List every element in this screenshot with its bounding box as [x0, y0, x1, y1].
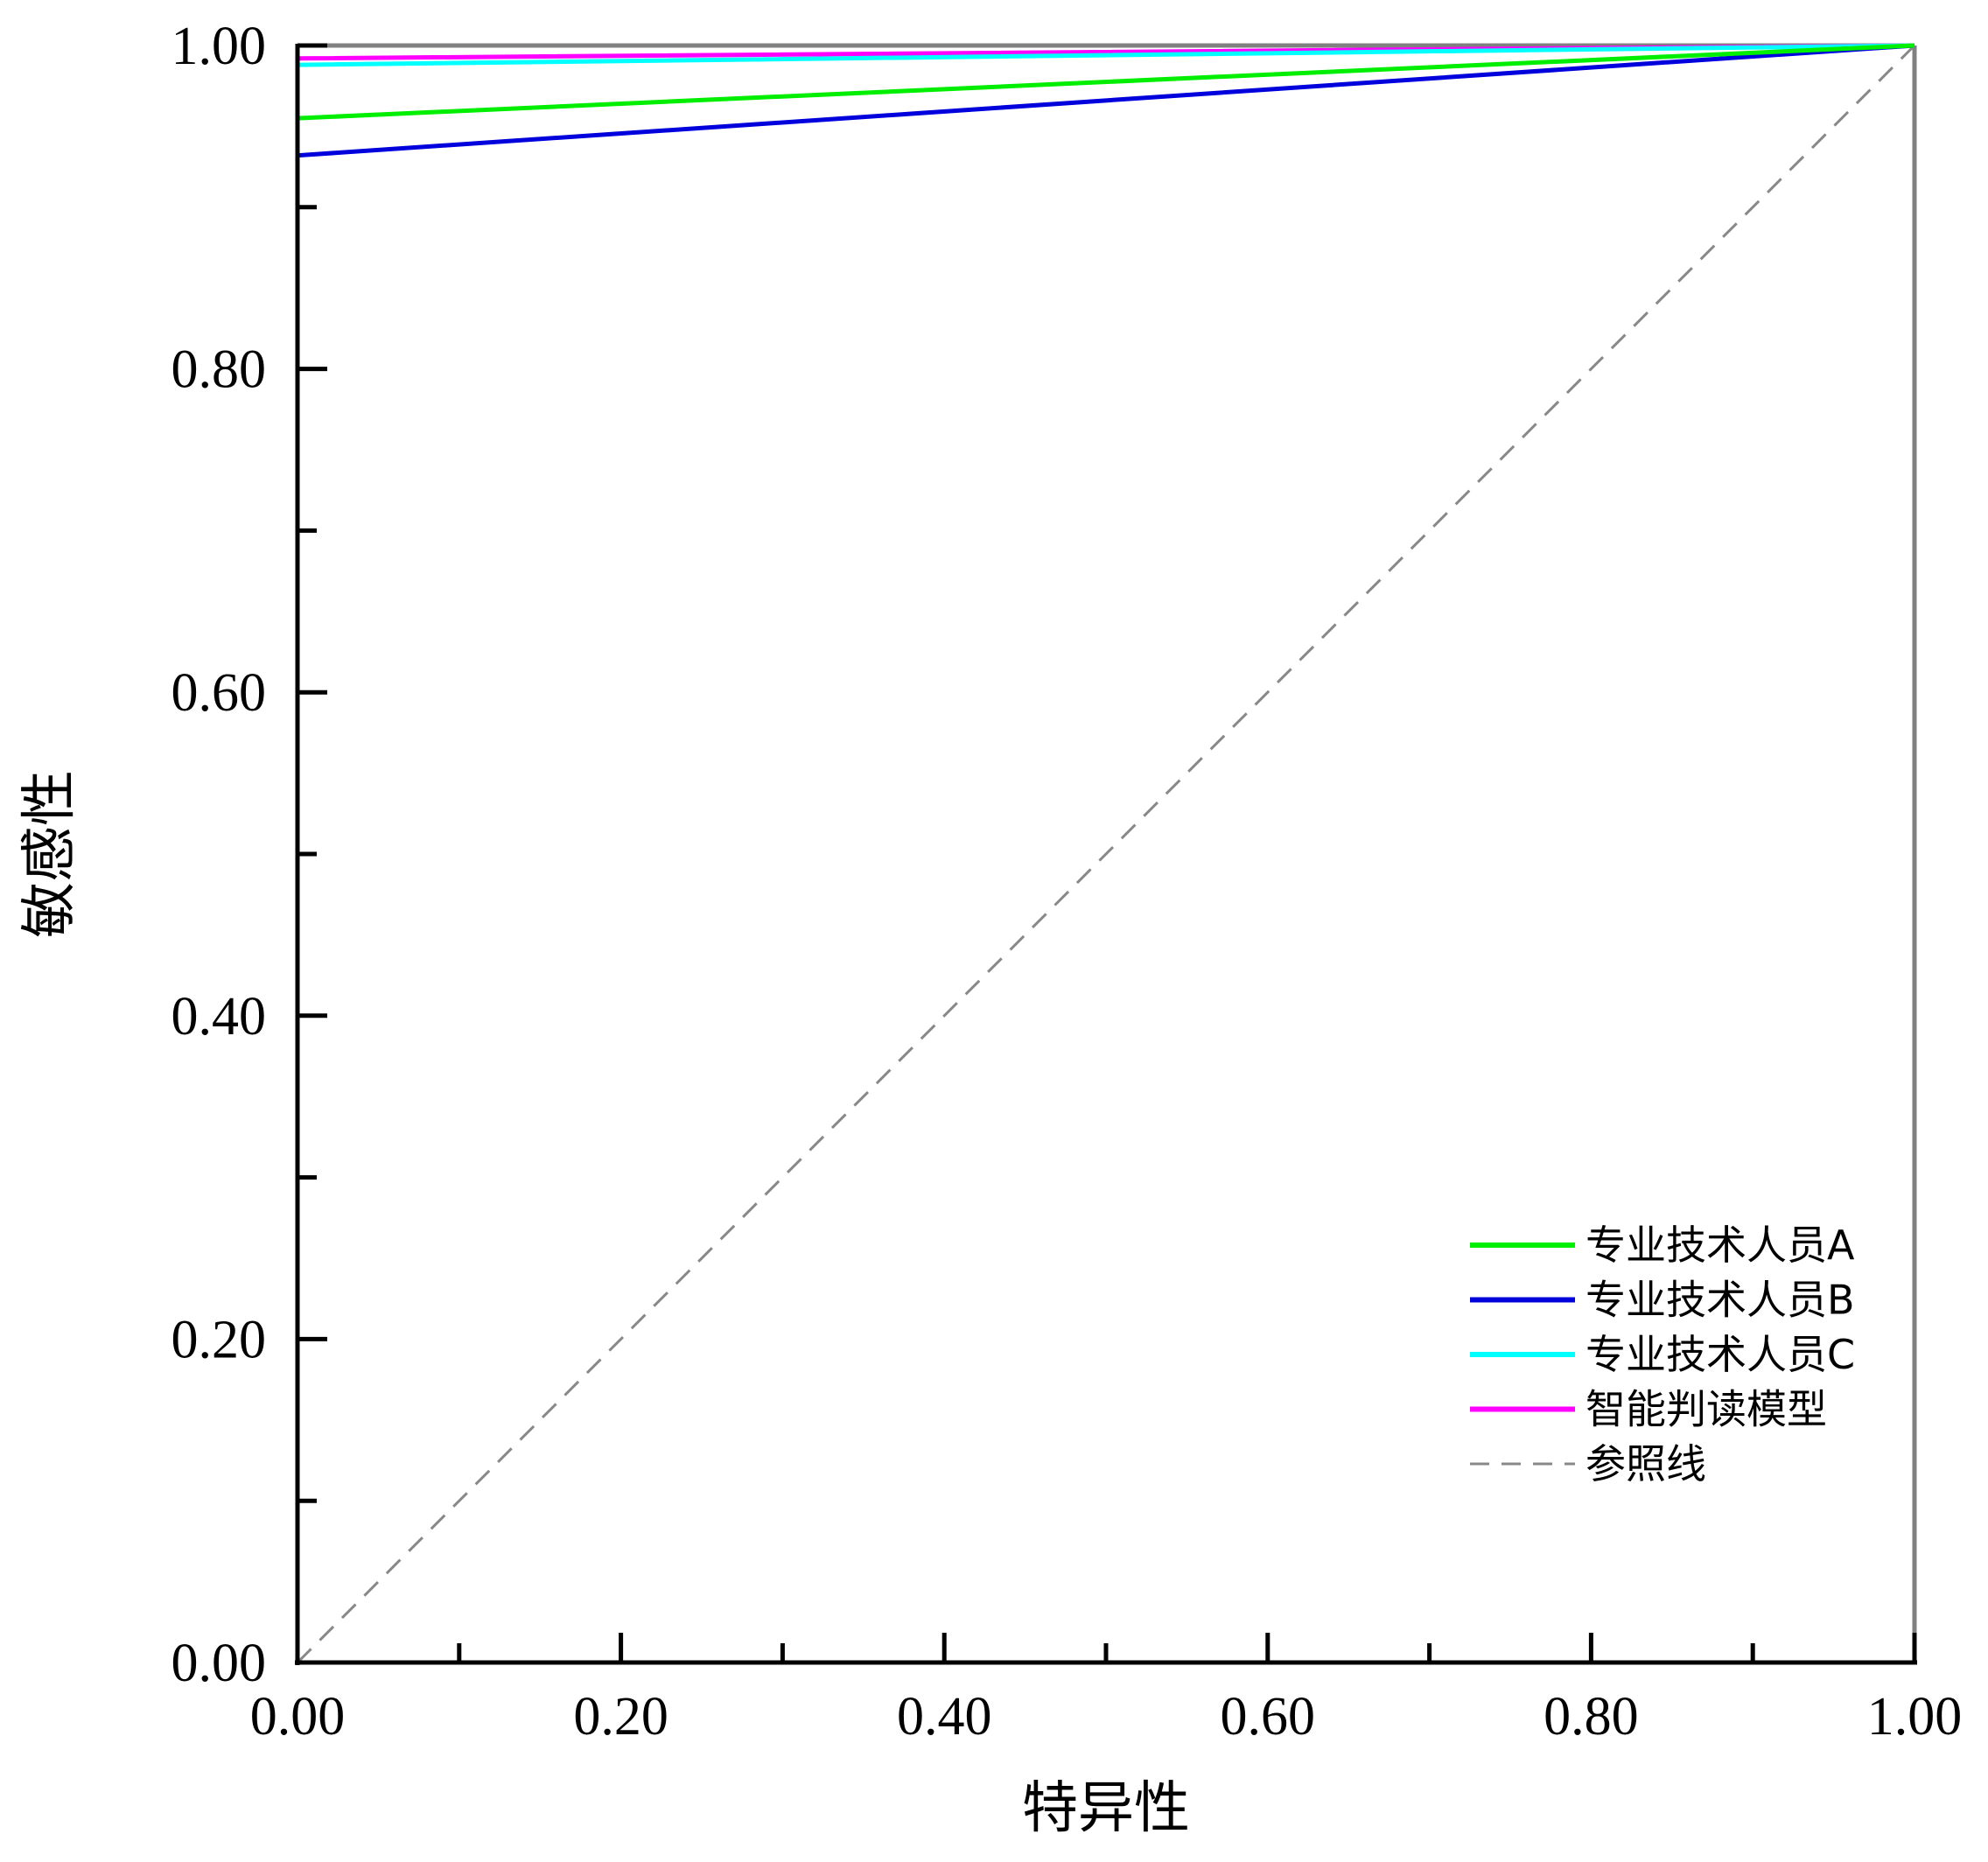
- y-tick-label: 1.00: [172, 17, 267, 76]
- legend-label-4: 智能判读模型: [1586, 1386, 1827, 1433]
- x-tick-label: 0.20: [573, 1687, 668, 1746]
- x-axis-title: 特异性: [1022, 1776, 1190, 1841]
- x-tick-label: 0.40: [897, 1687, 992, 1746]
- axes-layer: 0.00 0.20 0.40 0.60 0.80 1.00 0.00 0.20 0.40 0.60…: [172, 17, 1963, 1746]
- y-tick-label: 0.00: [172, 1634, 267, 1693]
- y-tick-label: 0.60: [172, 663, 267, 723]
- x-tick-label: 0.00: [250, 1687, 346, 1746]
- y-tick-label: 0.40: [172, 987, 267, 1046]
- series-line-5: [296, 44, 1916, 1664]
- y-axis-title: 敏感性: [18, 770, 82, 938]
- y-tick-label: 0.20: [172, 1310, 267, 1369]
- x-tick-label: 1.00: [1867, 1687, 1963, 1746]
- x-tick-label: 0.80: [1544, 1687, 1639, 1746]
- legend-label-1: 专业技术人员A: [1586, 1222, 1855, 1269]
- y-tick-label: 0.80: [172, 340, 267, 400]
- x-tick-label: 0.60: [1221, 1687, 1316, 1746]
- legend-label-5: 参照线: [1586, 1440, 1706, 1488]
- legend-label-2: 专业技术人员B: [1586, 1277, 1855, 1324]
- legend-label-3: 专业技术人员C: [1586, 1331, 1855, 1378]
